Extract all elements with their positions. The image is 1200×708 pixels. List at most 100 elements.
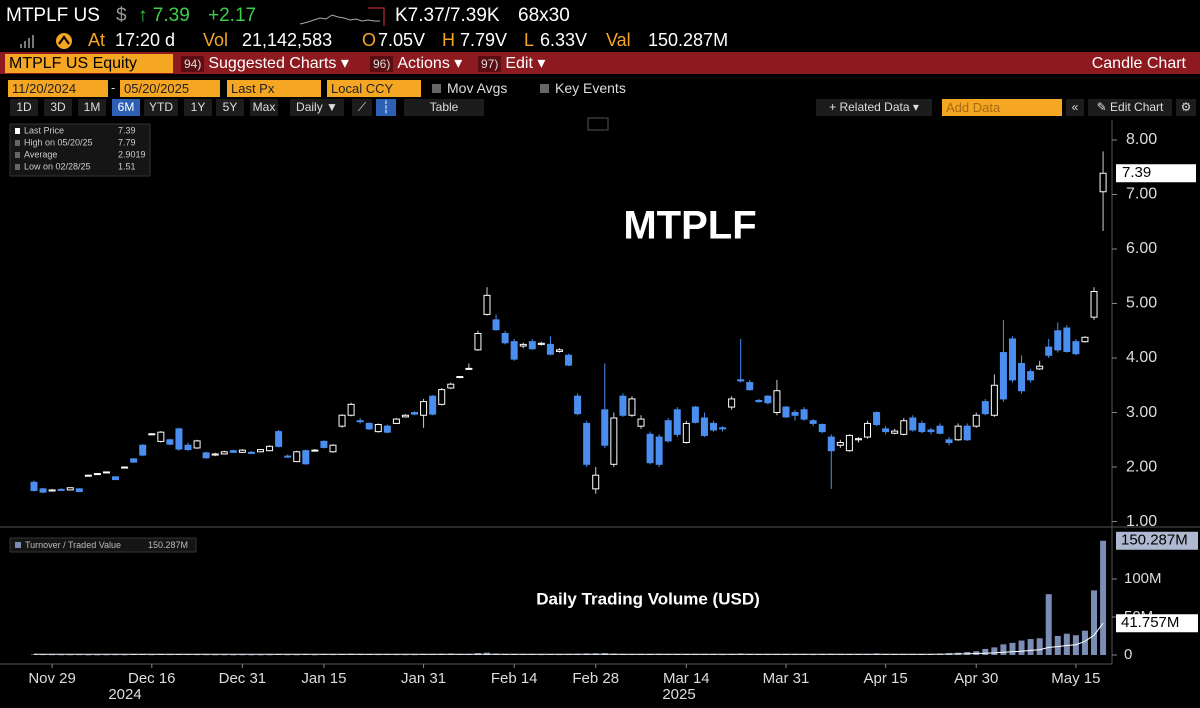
candle-body [474,332,482,351]
period-button[interactable]: 3D [44,99,72,116]
candle-body [528,341,536,350]
settings-button[interactable]: ⚙ [1176,99,1196,116]
volume-bar [1081,630,1088,655]
menu-bar [0,52,1200,74]
last-price-box [1116,164,1196,183]
period-button[interactable]: 1M [78,99,106,116]
menu-item[interactable]: 94) Suggested Charts ▾ [181,54,349,73]
volume-bar [320,654,327,655]
candle-body [700,417,708,436]
collapse-button[interactable]: « [1066,99,1084,116]
legend-label: Low on 02/28/25 [24,161,91,171]
x-tick-label: Feb 14 [491,670,538,687]
candle-body [809,420,817,424]
change: +2.17 [208,5,257,26]
volume-legend-label: Turnover / Traded Value [25,540,121,550]
candle-body [121,466,129,469]
menu-item[interactable]: 97) Edit ▾ [478,54,545,73]
time-label: At [88,30,106,50]
candle-body [719,427,727,430]
related-data[interactable]: + Related Data ▾ [816,99,932,116]
volume-bar [121,654,128,656]
period-button[interactable]: YTD [144,99,178,116]
y-tick-label: 6.00 [1126,240,1157,257]
legend-swatch [15,152,20,158]
period-button[interactable]: Max [250,99,278,116]
volume-bar [710,654,717,656]
volume-bar [792,654,799,656]
candle-body [782,406,790,418]
security-input[interactable]: MTPLF US Equity [5,54,173,73]
volume-bar [76,654,83,656]
volume-bar [819,654,826,656]
volume-bar [801,654,808,655]
volume-bar [1009,642,1016,655]
volume-bar [40,654,47,656]
checkbox[interactable]: Mov Avgs [432,80,507,97]
candle-body [546,343,554,355]
legend-swatch [15,164,20,170]
menu-label: Suggested Charts ▾ [208,55,349,72]
frequency-select[interactable]: Daily ▼ [290,99,344,116]
volume-bar [67,654,74,656]
period-button[interactable]: 5Y [216,99,244,116]
volume-legend-box [9,537,197,553]
field-select[interactable]: Last Px [227,80,321,97]
candle-body [193,440,201,449]
x-tick-label: Mar 31 [763,670,810,687]
edit-chart[interactable]: ✎ Edit Chart [1088,99,1172,116]
ticker: MTPLF US [6,5,100,26]
checkbox[interactable]: Key Events [540,80,626,97]
candle-body [184,444,192,451]
candle-body [139,444,147,456]
start-date[interactable]: 11/20/2024 [8,80,108,97]
candle-body [365,422,373,430]
candle-body [818,424,826,433]
period-button[interactable]: 1Y [184,99,212,116]
candle-body [329,444,337,453]
candle-body [1054,330,1062,351]
period-button[interactable]: 6M [112,99,140,116]
candle-body [510,341,518,360]
candle-body [1027,371,1035,381]
candle-body [1072,341,1080,355]
candle-body [102,471,110,474]
volume-bar [1018,640,1025,655]
x-tick-label: Apr 15 [864,670,908,687]
menu-item[interactable]: 96) Actions ▾ [370,54,462,73]
add-data-input[interactable]: Add Data [942,99,1062,116]
volume-bar [701,654,708,655]
candle-body [954,425,962,441]
candle-body [592,474,600,490]
volume-bar [1054,635,1061,655]
y-tick-label: 4.00 [1126,349,1157,366]
candle-body [347,403,355,416]
candle-body [220,451,228,455]
candle-body [764,395,772,404]
candle-body [429,395,437,415]
y-tick-label: 0 [1124,646,1132,663]
candle-icon[interactable]: ┆ [376,99,396,116]
end-date[interactable]: 05/20/2025 [120,80,220,97]
candle-body [791,412,799,416]
volume-bar [556,654,563,656]
candle-body [854,438,862,441]
candle-body [927,429,935,433]
volume-bar [185,654,192,656]
candle-body [438,389,446,405]
volume-bar [302,654,309,656]
candle-body [682,422,690,444]
candle-body [673,409,681,435]
price: ↑ 7.39 [138,5,190,26]
candle-body [873,412,881,426]
table-button[interactable]: Table [404,99,484,116]
volume-bar [1063,633,1070,655]
x-tick-label: Mar 14 [663,670,710,687]
sparkline [299,7,385,26]
candle-body [175,428,183,450]
line-icon[interactable]: ⟋ [352,99,372,116]
period-button[interactable]: 1D [10,99,38,116]
volume-bar [130,654,137,656]
candle-body [891,430,899,434]
currency-select[interactable]: Local CCY [327,80,421,97]
